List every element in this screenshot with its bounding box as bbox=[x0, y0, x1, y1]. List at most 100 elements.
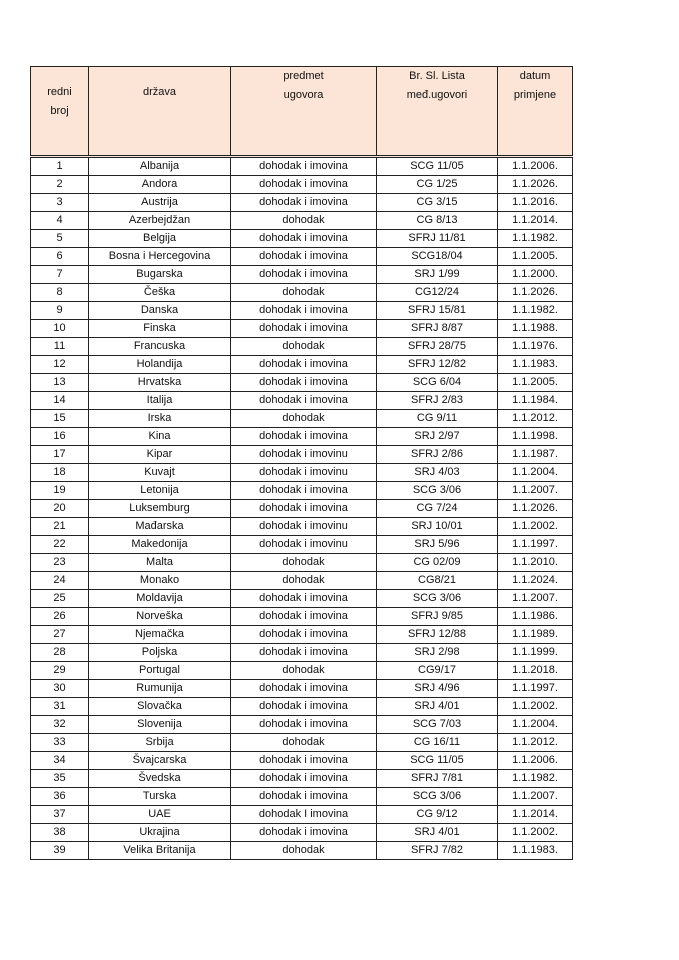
table-cell: 1.1.2026. bbox=[497, 499, 573, 518]
table-row: 18 Kuvajt dohodak i imovinu SRJ 4/03 1.1.200… bbox=[30, 463, 573, 482]
table-cell: SFRJ 12/82 bbox=[376, 355, 498, 374]
table-cell: dohodak bbox=[230, 661, 377, 680]
table-cell: Turska bbox=[88, 787, 231, 806]
table-row: 30 Rumunija dohodak i imovina SRJ 4/96 1.1.1… bbox=[30, 679, 573, 698]
table-cell: Rumunija bbox=[88, 679, 231, 698]
table-cell: SFRJ 28/75 bbox=[376, 337, 498, 356]
table-cell: dohodak i imovina bbox=[230, 589, 377, 608]
table-cell: 5 bbox=[30, 229, 89, 248]
table-cell: 3 bbox=[30, 193, 89, 212]
table-cell: dohodak i imovina bbox=[230, 697, 377, 716]
table-cell: UAE bbox=[88, 805, 231, 824]
table-cell: dohodak bbox=[230, 553, 377, 572]
table-cell: dohodak bbox=[230, 571, 377, 590]
table-cell: 1 bbox=[30, 155, 89, 176]
table-cell: 1.1.2012. bbox=[497, 409, 573, 428]
table-row: 39 Velika Britanija dohodak SFRJ 7/82 1.1.19… bbox=[30, 841, 573, 860]
table-cell: Francuska bbox=[88, 337, 231, 356]
table-cell: Azerbejdžan bbox=[88, 211, 231, 230]
table-cell: Slovačka bbox=[88, 697, 231, 716]
table-cell: 21 bbox=[30, 517, 89, 536]
table-cell: SFRJ 12/88 bbox=[376, 625, 498, 644]
table-cell: SRJ 4/01 bbox=[376, 823, 498, 842]
table-cell: 17 bbox=[30, 445, 89, 464]
table-cell: SRJ 5/96 bbox=[376, 535, 498, 554]
table-cell: 29 bbox=[30, 661, 89, 680]
table-cell: 34 bbox=[30, 751, 89, 770]
table-cell: dohodak bbox=[230, 283, 377, 302]
table-cell: 1.1.1983. bbox=[497, 841, 573, 860]
table-row: 14 Italija dohodak i imovina SFRJ 2/83 1.1.1… bbox=[30, 391, 573, 410]
table-cell: 35 bbox=[30, 769, 89, 788]
table-row: 36 Turska dohodak i imovina SCG 3/06 1.1.200… bbox=[30, 787, 573, 806]
table-cell: dohodak bbox=[230, 841, 377, 860]
table-cell: 31 bbox=[30, 697, 89, 716]
table-cell: SRJ 1/99 bbox=[376, 265, 498, 284]
table-cell: 1.1.1988. bbox=[497, 319, 573, 338]
header-text: međ.ugovori bbox=[406, 89, 468, 101]
table-cell: CG 1/25 bbox=[376, 175, 498, 194]
table-cell: dohodak i imovina bbox=[230, 193, 377, 212]
table-cell: 19 bbox=[30, 481, 89, 500]
table-cell: CG12/24 bbox=[376, 283, 498, 302]
table-cell: 28 bbox=[30, 643, 89, 662]
table-cell: CG 7/24 bbox=[376, 499, 498, 518]
table-cell: 22 bbox=[30, 535, 89, 554]
table-cell: dohodak i imovina bbox=[230, 391, 377, 410]
header-text: datum bbox=[519, 70, 551, 82]
table-cell: 15 bbox=[30, 409, 89, 428]
table-cell: 1.1.2018. bbox=[497, 661, 573, 680]
table-cell: 1.1.1982. bbox=[497, 229, 573, 248]
table-cell: 23 bbox=[30, 553, 89, 572]
table-row: 21 Mađarska dohodak i imovinu SRJ 10/01 1.1.… bbox=[30, 517, 573, 536]
table-cell: Hrvatska bbox=[88, 373, 231, 392]
table-cell: SFRJ 7/81 bbox=[376, 769, 498, 788]
header-cell: predmet ugovora bbox=[230, 66, 377, 157]
table-cell: dohodak i imovina bbox=[230, 499, 377, 518]
table-cell: 1.1.2004. bbox=[497, 463, 573, 482]
table-cell: 1.1.2014. bbox=[497, 211, 573, 230]
table-cell: dohodak i imovina bbox=[230, 355, 377, 374]
table-cell: 8 bbox=[30, 283, 89, 302]
header-row: redni broj država predmet ugovora Br. Sl. Lis… bbox=[30, 66, 573, 157]
table-cell: dohodak i imovina bbox=[230, 247, 377, 266]
table-cell: Poljska bbox=[88, 643, 231, 662]
table-cell: Andora bbox=[88, 175, 231, 194]
table-row: 10 Finska dohodak i imovina SFRJ 8/87 1.1.19… bbox=[30, 319, 573, 338]
table-cell: Moldavija bbox=[88, 589, 231, 608]
table-row: 32 Slovenija dohodak i imovina SCG 7/03 1.1.… bbox=[30, 715, 573, 734]
table-cell: dohodak i imovina bbox=[230, 319, 377, 338]
table-cell: 1.1.2005. bbox=[497, 247, 573, 266]
table-cell: Portugal bbox=[88, 661, 231, 680]
header-cell: redni broj bbox=[30, 66, 89, 157]
table-cell: CG9/17 bbox=[376, 661, 498, 680]
header-text: Br. Sl. Lista bbox=[409, 70, 465, 82]
table-cell: Njemačka bbox=[88, 625, 231, 644]
table-cell: CG 8/13 bbox=[376, 211, 498, 230]
table-cell: 33 bbox=[30, 733, 89, 752]
table-cell: 1.1.1986. bbox=[497, 607, 573, 626]
table-cell: 1.1.2000. bbox=[497, 265, 573, 284]
header-cell: datum primjene bbox=[497, 66, 573, 157]
table-cell: 1.1.2026. bbox=[497, 175, 573, 194]
header-text: ugovora bbox=[283, 89, 324, 101]
table-cell: 1.1.1997. bbox=[497, 679, 573, 698]
table-cell: dohodak bbox=[230, 409, 377, 428]
table-cell: 1.1.1989. bbox=[497, 625, 573, 644]
table-cell: SCG18/04 bbox=[376, 247, 498, 266]
table-cell: 4 bbox=[30, 211, 89, 230]
table-cell: 18 bbox=[30, 463, 89, 482]
table-cell: Luksemburg bbox=[88, 499, 231, 518]
table-row: 19 Letonija dohodak i imovina SCG 3/06 1.1.2… bbox=[30, 481, 573, 500]
table-cell: Makedonija bbox=[88, 535, 231, 554]
table-cell: 30 bbox=[30, 679, 89, 698]
table-cell: Kuvajt bbox=[88, 463, 231, 482]
table-cell: 1.1.2002. bbox=[497, 517, 573, 536]
table-cell: 39 bbox=[30, 841, 89, 860]
table-cell: dohodak i imovina bbox=[230, 481, 377, 500]
table-cell: dohodak i imovinu bbox=[230, 463, 377, 482]
table-cell: dohodak I imovina bbox=[230, 805, 377, 824]
table-cell: dohodak i imovina bbox=[230, 373, 377, 392]
table-cell: 1.1.2010. bbox=[497, 553, 573, 572]
document: redni broj država predmet ugovora Br. Sl. Lis… bbox=[30, 66, 573, 860]
